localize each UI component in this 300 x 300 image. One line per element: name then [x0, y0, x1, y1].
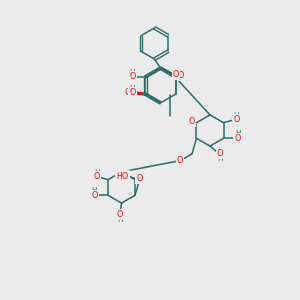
Text: O: O [173, 70, 179, 79]
Text: H: H [235, 130, 240, 136]
Text: O: O [136, 174, 143, 183]
Text: O: O [93, 172, 100, 181]
Text: O: O [178, 71, 184, 80]
Text: O: O [233, 115, 240, 124]
Text: H: H [217, 156, 223, 162]
Text: HO: HO [116, 172, 128, 181]
Text: H: H [117, 217, 123, 223]
Text: O: O [129, 72, 135, 81]
Text: H: H [130, 85, 135, 91]
Text: H: H [92, 187, 97, 193]
Text: O: O [177, 156, 183, 165]
Text: O: O [91, 191, 98, 200]
Text: O: O [117, 210, 123, 219]
Text: O: O [129, 88, 135, 97]
Text: O: O [124, 88, 130, 97]
Text: H: H [234, 112, 239, 118]
Text: H: H [94, 169, 99, 175]
Text: O: O [217, 149, 223, 158]
Text: H: H [130, 69, 135, 75]
Text: O: O [234, 134, 241, 143]
Text: O: O [189, 117, 195, 126]
